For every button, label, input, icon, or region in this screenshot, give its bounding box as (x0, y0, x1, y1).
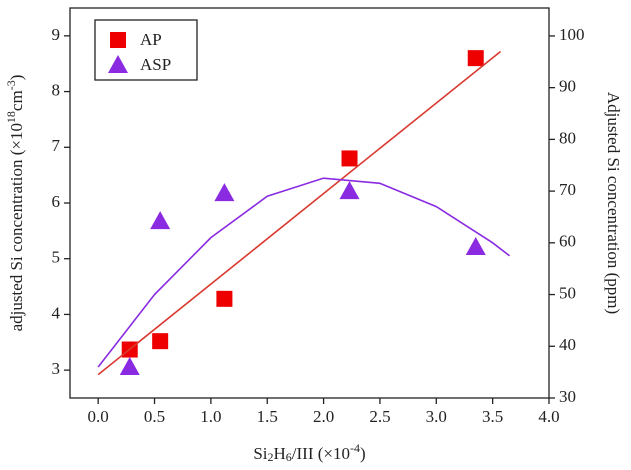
y-tick-label: 3 (52, 359, 61, 378)
y-tick-label: 8 (52, 80, 61, 99)
y2-tick-label: 80 (559, 128, 576, 147)
y-tick-label: 5 (52, 248, 61, 267)
y2-tick-label: 90 (559, 77, 576, 96)
x-axis-title-part: Si (253, 444, 267, 463)
legend-marker (110, 32, 126, 48)
x-tick-label: 0.0 (88, 407, 109, 426)
x-tick-label: 2.5 (369, 407, 390, 426)
y-tick-label: 6 (52, 192, 61, 211)
x-axis-title-part: H (274, 444, 286, 463)
y-axis-title-part: adjusted Si concentration (×10 (7, 123, 26, 331)
x-tick-label: 1.0 (200, 407, 221, 426)
y2-tick-label: 40 (559, 335, 576, 354)
x-axis-title-part: /III (×10 (292, 444, 350, 463)
y-axis-title-part: ) (7, 75, 26, 81)
x-axis-title-part: ) (360, 444, 366, 463)
x-tick-label: 3.0 (426, 407, 447, 426)
x-tick-label: 3.5 (482, 407, 503, 426)
data-point (119, 356, 140, 375)
y-axis-title-part: 18 (4, 111, 18, 123)
data-point (465, 236, 486, 255)
x-tick-label: 4.0 (538, 407, 559, 426)
x-tick-label: 1.5 (257, 407, 278, 426)
data-point (216, 290, 233, 307)
fit-line (97, 50, 502, 376)
y-tick-label: 7 (52, 136, 61, 155)
y-tick-label: 4 (52, 303, 61, 322)
y2-tick-label: 30 (559, 387, 576, 406)
y-axis-title: adjusted Si concentration (×1018cm-3) (4, 75, 26, 332)
x-tick-label: 0.5 (144, 407, 165, 426)
x-axis-title-part: 6 (286, 450, 292, 464)
y-tick-label: 9 (52, 25, 61, 44)
legend-box (94, 19, 198, 81)
y2-tick-label: 50 (559, 283, 576, 302)
data-point (341, 150, 358, 167)
y2-tick-label: 60 (559, 232, 576, 251)
y-axis-title-part: cm (7, 90, 26, 111)
y-axis-title-part: -3 (4, 80, 18, 90)
y2-axis-title-part: Adjusted Si concentration (ppm) (604, 92, 623, 314)
x-tick-label: 2.0 (313, 407, 334, 426)
data-point (152, 333, 169, 350)
legend-label: ASP (140, 55, 171, 74)
x-axis-title-part: 2 (268, 450, 274, 464)
data-point (339, 181, 360, 200)
fit-line (97, 177, 511, 368)
x-axis-title-part: -4 (350, 441, 360, 455)
legend-label: AP (140, 30, 162, 49)
data-point (467, 50, 484, 67)
y2-tick-label: 100 (559, 25, 585, 44)
x-axis-title: Si2H6/III (×10-4) (253, 441, 365, 463)
y2-tick-label: 70 (559, 180, 576, 199)
y2-axis-title: Adjusted Si concentration (ppm) (604, 92, 623, 314)
legend-marker (108, 55, 128, 73)
data-point (214, 183, 235, 202)
data-point (150, 211, 171, 230)
